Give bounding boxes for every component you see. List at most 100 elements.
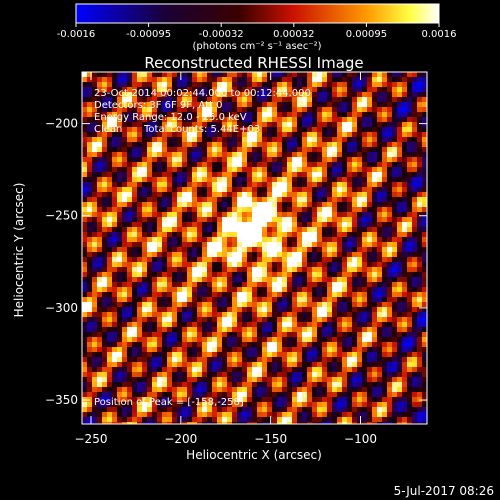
heatmap-cell — [412, 372, 418, 378]
heatmap-cell — [187, 237, 193, 243]
heatmap-cell — [422, 147, 427, 153]
heatmap-cell — [357, 102, 363, 108]
heatmap-cell — [102, 182, 108, 188]
heatmap-cell — [392, 417, 398, 423]
heatmap-cell — [202, 347, 208, 353]
heatmap-cell — [327, 157, 333, 163]
heatmap-cell — [202, 372, 208, 378]
heatmap-cell — [382, 287, 388, 293]
heatmap-cell — [292, 422, 298, 424]
heatmap-cell — [307, 162, 313, 168]
heatmap-cell — [297, 112, 303, 118]
heatmap-cell — [402, 267, 408, 273]
heatmap-cell — [247, 122, 253, 128]
heatmap-cell — [117, 112, 123, 118]
heatmap-cell — [342, 387, 348, 393]
heatmap-cell — [132, 262, 138, 268]
heatmap-cell — [257, 202, 263, 208]
heatmap-cell — [247, 117, 253, 123]
heatmap-cell — [382, 92, 388, 98]
heatmap-cell — [292, 212, 298, 218]
heatmap-cell — [177, 147, 183, 153]
heatmap-cell — [152, 222, 158, 228]
heatmap-cell — [392, 127, 398, 133]
heatmap-cell — [357, 122, 363, 128]
heatmap-cell — [97, 312, 103, 318]
heatmap-cell — [147, 377, 153, 383]
heatmap-cell — [127, 272, 133, 278]
heatmap-cell — [377, 417, 383, 423]
heatmap-cell — [142, 252, 148, 258]
heatmap-cell — [422, 362, 427, 368]
x-axis-ticks: −250 −200 −150 −100 — [75, 72, 377, 446]
heatmap-cell — [287, 182, 293, 188]
heatmap-cell — [82, 137, 88, 143]
heatmap-cell — [372, 352, 378, 358]
heatmap-cell — [232, 287, 238, 293]
heatmap-cell — [362, 107, 368, 113]
heatmap-cell — [412, 392, 418, 398]
heatmap-cell — [282, 197, 288, 203]
heatmap-cell — [407, 417, 413, 423]
heatmap-cell — [242, 102, 248, 108]
heatmap-cell — [197, 192, 203, 198]
heatmap-cell — [247, 287, 253, 293]
heatmap-cell — [127, 127, 133, 133]
heatmap-cell — [272, 367, 278, 373]
heatmap-cell — [402, 142, 408, 148]
heatmap-cell — [122, 212, 128, 218]
heatmap-cell — [257, 102, 263, 108]
heatmap-cell — [267, 252, 273, 258]
heatmap-cell — [117, 212, 123, 218]
heatmap-cell — [262, 167, 268, 173]
heatmap-cell — [82, 162, 88, 168]
heatmap-cell — [97, 117, 103, 123]
heatmap-cell — [187, 417, 193, 423]
heatmap-cell — [357, 132, 363, 138]
heatmap-cell — [207, 142, 213, 148]
heatmap-cell — [362, 302, 368, 308]
heatmap-cell — [152, 142, 158, 148]
heatmap-cell — [262, 212, 268, 218]
heatmap-cell — [157, 147, 163, 153]
heatmap-cell — [357, 317, 363, 323]
heatmap-cell — [242, 227, 248, 233]
heatmap-cell — [227, 122, 233, 128]
heatmap-cell — [312, 117, 318, 123]
heatmap-cell — [302, 352, 308, 358]
heatmap-cell — [362, 317, 368, 323]
heatmap-cell — [337, 222, 343, 228]
heatmap-cell — [387, 412, 393, 418]
heatmap-cell — [357, 112, 363, 118]
heatmap-cell — [307, 402, 313, 408]
heatmap-cell — [422, 272, 427, 278]
heatmap-cell — [302, 397, 308, 403]
heatmap-cell — [287, 147, 293, 153]
heatmap-cell — [97, 112, 103, 118]
heatmap-cell — [422, 167, 427, 173]
heatmap-cell — [397, 417, 403, 423]
heatmap-cell — [92, 337, 98, 343]
heatmap-cell — [162, 147, 168, 153]
heatmap-cell — [297, 242, 303, 248]
heatmap-cell — [167, 337, 173, 343]
heatmap-cell — [207, 417, 213, 423]
heatmap-cell — [352, 347, 358, 353]
heatmap-cell — [272, 402, 278, 408]
heatmap-cell — [162, 117, 168, 123]
heatmap-cell — [422, 142, 427, 148]
heatmap-cell — [407, 187, 413, 193]
heatmap-cell — [132, 177, 138, 183]
heatmap-cell — [237, 142, 243, 148]
heatmap-cell — [147, 267, 153, 273]
heatmap-cell — [287, 382, 293, 388]
heatmap-cell — [387, 97, 393, 103]
heatmap-cell — [167, 417, 173, 423]
heatmap-cell — [327, 292, 333, 298]
heatmap-cell — [392, 322, 398, 328]
heatmap-cell — [417, 247, 423, 253]
heatmap-cell — [362, 122, 368, 128]
heatmap-cell — [327, 122, 333, 128]
heatmap-cell — [407, 302, 413, 308]
heatmap-cell — [337, 377, 343, 383]
